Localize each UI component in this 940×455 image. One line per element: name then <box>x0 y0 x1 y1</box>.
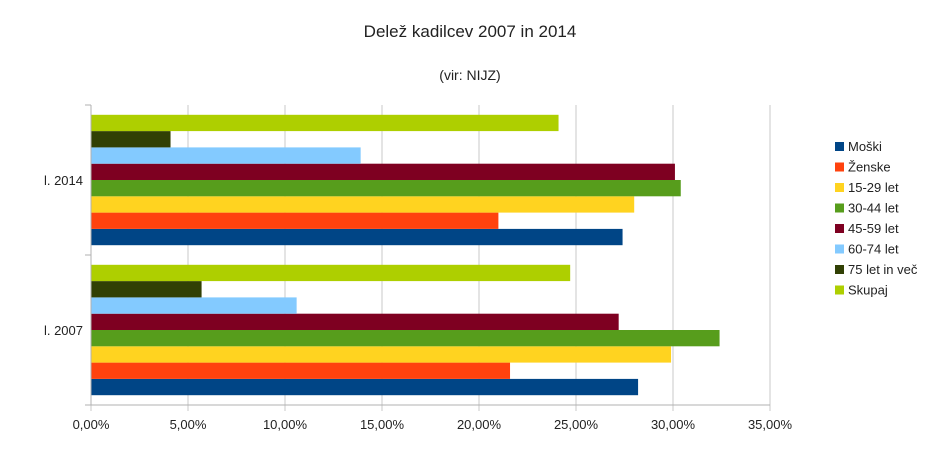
legend-swatch <box>835 224 844 233</box>
x-tick-label: 10,00% <box>263 417 308 432</box>
bar <box>91 313 619 330</box>
legend-label: 15-29 let <box>848 180 899 195</box>
bar <box>91 346 672 363</box>
x-tick-label: 30,00% <box>651 417 696 432</box>
x-tick-label: 5,00% <box>170 417 207 432</box>
bar <box>91 131 171 148</box>
legend-label: Moški <box>848 139 882 154</box>
x-tick-label: 25,00% <box>554 417 599 432</box>
x-tick-label: 15,00% <box>360 417 405 432</box>
legend-swatch <box>835 244 844 254</box>
legend-swatch <box>835 265 844 274</box>
legend-swatch <box>835 183 844 192</box>
bar <box>91 378 639 396</box>
bar <box>91 264 571 282</box>
legend-swatch <box>835 162 844 172</box>
bar <box>91 196 635 213</box>
x-tick-label: 35,00% <box>748 417 793 432</box>
bar <box>91 228 623 246</box>
chart-title: Delež kadilcev 2007 in 2014 <box>364 22 577 41</box>
chart-subtitle: (vir: NIJZ) <box>439 67 500 83</box>
bar <box>91 281 202 298</box>
y-tick-label: l. 2014 <box>44 173 83 188</box>
x-tick-label: 0,00% <box>73 417 110 432</box>
y-tick-label: l. 2007 <box>44 323 83 338</box>
x-tick-label: 20,00% <box>457 417 502 432</box>
legend-label: 75 let in več <box>848 262 918 277</box>
bar <box>91 330 720 347</box>
bar <box>91 147 361 164</box>
bar <box>91 297 297 314</box>
bar <box>91 212 499 229</box>
legend-label: 60-74 let <box>848 242 899 257</box>
bar <box>91 163 675 180</box>
bar <box>91 114 559 132</box>
legend-swatch <box>835 285 844 295</box>
legend-label: 45-59 let <box>848 221 899 236</box>
legend-swatch <box>835 142 844 151</box>
bar <box>91 362 511 379</box>
legend-label: Ženske <box>848 160 891 175</box>
legend-swatch <box>835 203 844 213</box>
legend-label: Skupaj <box>848 283 888 298</box>
legend-label: 30-44 let <box>848 201 899 216</box>
bar <box>91 180 681 197</box>
